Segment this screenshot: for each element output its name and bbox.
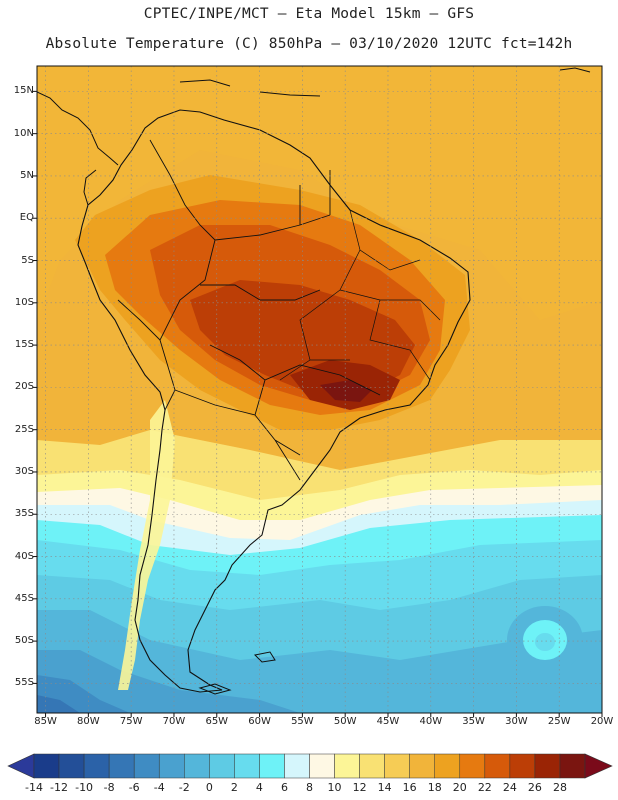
- colorbar-label: -2: [178, 781, 190, 794]
- colorbar-swatch: [259, 753, 285, 779]
- coastline-islands: [198, 651, 276, 695]
- lat-label: 10S: [14, 296, 34, 308]
- coastline-central-america: [37, 91, 119, 206]
- coastline-caribbean: [179, 67, 591, 97]
- map-frame: [36, 65, 603, 714]
- colorbar-swatch: [309, 753, 335, 779]
- lon-label: 45W: [376, 716, 400, 727]
- colorbar-label: 28: [552, 781, 567, 794]
- lon-label: 40W: [419, 716, 443, 727]
- lat-label: EQ: [19, 212, 34, 224]
- map-title-line1: CPTEC/INPE/MCT – Eta Model 15km – GFS: [143, 6, 475, 22]
- colorbar-swatch: [559, 753, 586, 779]
- colorbar-label: 12: [352, 781, 367, 794]
- colorbar-label: 20: [452, 781, 467, 794]
- colorbar-swatch: [209, 753, 235, 779]
- lat-label: 15N: [13, 85, 34, 97]
- colorbar-label: -10: [75, 781, 94, 794]
- lon-label: 60W: [248, 716, 271, 727]
- colorbar-swatch: [434, 753, 461, 779]
- lat-label: 50S: [14, 635, 34, 647]
- colorbar-label: 16: [402, 781, 417, 794]
- lat-label: 40S: [14, 550, 34, 562]
- colorbar-label: 4: [255, 781, 263, 794]
- colorbar-swatch: [534, 753, 561, 779]
- lat-label: 5S: [21, 254, 34, 266]
- lon-label: 35W: [462, 716, 485, 727]
- lon-label: 30W: [505, 716, 528, 727]
- colorbar-label: 18: [427, 781, 442, 794]
- field-andes: [118, 400, 175, 690]
- colorbar-label: 8: [306, 781, 313, 794]
- field-m8: [37, 695, 80, 713]
- colorbar-swatch: [334, 753, 360, 779]
- lon-label: 85W: [34, 716, 57, 727]
- lat-label: 25S: [14, 423, 34, 435]
- lat-label: 45S: [14, 592, 34, 604]
- colorbar-swatch: [284, 753, 310, 779]
- colorbar: [7, 753, 613, 779]
- axis-ticks: [33, 90, 603, 717]
- colorbar-label: -12: [50, 781, 69, 794]
- lat-label: 30S: [14, 465, 34, 477]
- field-m2: [37, 610, 602, 713]
- lon-label: 20W: [590, 716, 614, 727]
- lon-label: 65W: [205, 716, 229, 727]
- lat-label: 15S: [14, 339, 34, 351]
- lon-label: 25W: [547, 716, 571, 727]
- state-borders: [279, 209, 441, 381]
- lat-label: 10N: [13, 127, 34, 139]
- colorbar-swatch: [33, 753, 60, 779]
- colorbar-label: 14: [377, 781, 392, 794]
- colorbar-label: -8: [103, 781, 115, 794]
- lat-label: 5N: [20, 169, 34, 181]
- lat-label: 35S: [14, 508, 34, 520]
- colorbar-label: -14: [25, 781, 43, 794]
- colorbar-label: 24: [502, 781, 517, 794]
- colorbar-swatch: [158, 753, 185, 779]
- colorbar-label: 26: [527, 781, 542, 794]
- lon-label: 55W: [291, 716, 314, 727]
- coastline-south-america: [77, 109, 471, 693]
- colorbar-swatch: [133, 753, 160, 779]
- field-swirl-eye: [535, 633, 555, 651]
- lat-label: 55S: [14, 677, 34, 689]
- colorbar-label: -4: [153, 781, 165, 794]
- colorbar-label: 6: [280, 781, 288, 794]
- country-borders: [117, 139, 381, 481]
- colorbar-label: 0: [205, 781, 213, 794]
- colorbar-under-triangle: [7, 753, 35, 779]
- lon-label: 75W: [119, 716, 143, 727]
- map-title-line2: Absolute Temperature (C) 850hPa – 03/10/…: [45, 36, 573, 52]
- lon-label: 80W: [77, 716, 100, 727]
- colorbar-label: 2: [230, 781, 238, 794]
- colorbar-swatch: [234, 753, 260, 779]
- colorbar-swatch: [58, 753, 85, 779]
- colorbar-label: 22: [477, 781, 492, 794]
- colorbar-swatch: [509, 753, 536, 779]
- temperature-field: [37, 66, 602, 713]
- field-north: [37, 66, 602, 320]
- colorbar-swatch: [184, 753, 210, 779]
- colorbar-swatch: [459, 753, 486, 779]
- colorbar-swatch: [108, 753, 135, 779]
- colorbar-swatch: [384, 753, 410, 779]
- colorbar-label: 10: [327, 781, 342, 794]
- colorbar-swatch: [359, 753, 385, 779]
- colorbar-swatch: [484, 753, 511, 779]
- lat-label: 20S: [14, 381, 34, 393]
- lon-label: 70W: [162, 716, 186, 727]
- colorbar-swatch: [409, 753, 435, 779]
- colorbar-swatch: [83, 753, 110, 779]
- lon-label: 50W: [333, 716, 357, 727]
- colorbar-over-triangle: [584, 753, 613, 779]
- colorbar-label: -6: [128, 781, 140, 794]
- field-28: [320, 380, 372, 402]
- field-m4: [37, 650, 300, 713]
